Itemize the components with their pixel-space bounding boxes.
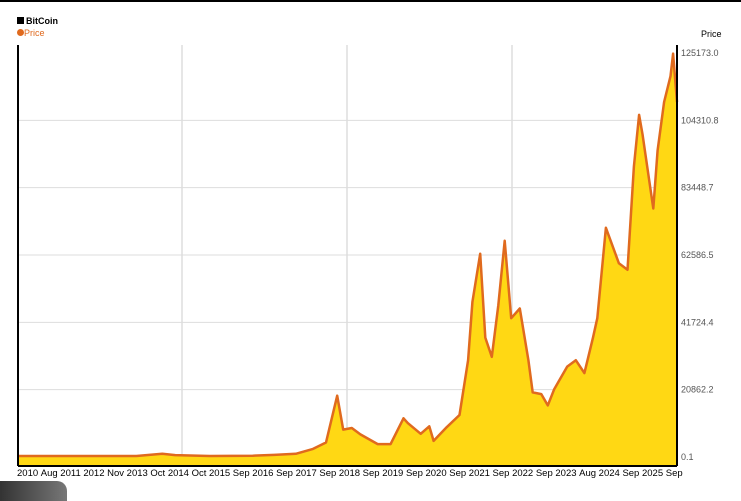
y-tick-label: 62586.5 bbox=[681, 250, 714, 260]
x-tick-label: Aug bbox=[40, 468, 58, 479]
x-tick-label: 2011 bbox=[60, 468, 81, 479]
corner-decoration bbox=[0, 481, 67, 501]
x-tick-label: Nov bbox=[107, 468, 125, 479]
x-tick-label: 2021 bbox=[468, 468, 490, 479]
legend-dot-icon bbox=[17, 29, 24, 36]
x-tick-label: 2014 bbox=[167, 468, 189, 479]
x-tick-label: 2015 bbox=[209, 468, 231, 479]
x-tick-label: Sep bbox=[449, 468, 467, 479]
x-tick-label: Oct bbox=[191, 468, 207, 479]
x-tick-label: 2016 bbox=[252, 468, 274, 479]
y-tick-label: 83448.7 bbox=[681, 183, 714, 193]
x-tick-label: 2022 bbox=[512, 468, 534, 479]
legend-square-icon bbox=[17, 17, 24, 24]
chart-title: BitCoin bbox=[26, 16, 58, 26]
y-axis-title: Price bbox=[701, 29, 722, 39]
y-tick-label: 104310.8 bbox=[681, 115, 719, 125]
y-tick-label: 125173.0 bbox=[681, 48, 719, 58]
x-tick-label: 2025 bbox=[641, 468, 664, 479]
x-tick-label: Sep bbox=[492, 468, 510, 479]
x-tick-label: 2013 bbox=[126, 468, 148, 479]
price-line bbox=[18, 52, 679, 458]
x-tick-label: Sep bbox=[405, 468, 423, 479]
x-tick-label: Sep bbox=[232, 468, 250, 479]
y-tick-label: 0.1 bbox=[681, 452, 694, 462]
top-border bbox=[0, 0, 741, 2]
x-tick-label: 2018 bbox=[338, 468, 361, 479]
x-tick-label: 2017 bbox=[295, 468, 317, 479]
legend: BitCoin Price bbox=[17, 15, 58, 39]
legend-entry-price: Price bbox=[24, 28, 45, 38]
x-tick-label: 2010 bbox=[17, 468, 39, 479]
x-tick-label: Sep bbox=[276, 468, 293, 479]
x-tick-label: Sep bbox=[665, 468, 683, 479]
x-tick-label: Aug bbox=[579, 468, 597, 479]
y-tick-label: 20862.2 bbox=[681, 385, 714, 395]
x-tick-label: Oct bbox=[150, 468, 166, 479]
x-tick-label: Sep bbox=[362, 468, 380, 479]
y-tick-label: 41724.4 bbox=[681, 317, 714, 327]
x-tick-label: Sep bbox=[535, 468, 553, 479]
x-tick-label: Sep bbox=[319, 468, 337, 479]
x-tick-label: 2023 bbox=[555, 468, 577, 479]
x-tick-label: Sep bbox=[622, 468, 640, 479]
x-tick-label: 2012 bbox=[83, 468, 105, 479]
x-tick-label: 2020 bbox=[425, 468, 447, 479]
x-axis-labels: 2010 Aug 2011 2012 Nov 2013 Oct 2014 Oct 2015 Sep 2… bbox=[17, 468, 683, 479]
x-tick-label: 2019 bbox=[382, 468, 404, 479]
price-area bbox=[18, 53, 677, 466]
x-tick-label: 2024 bbox=[598, 468, 620, 479]
